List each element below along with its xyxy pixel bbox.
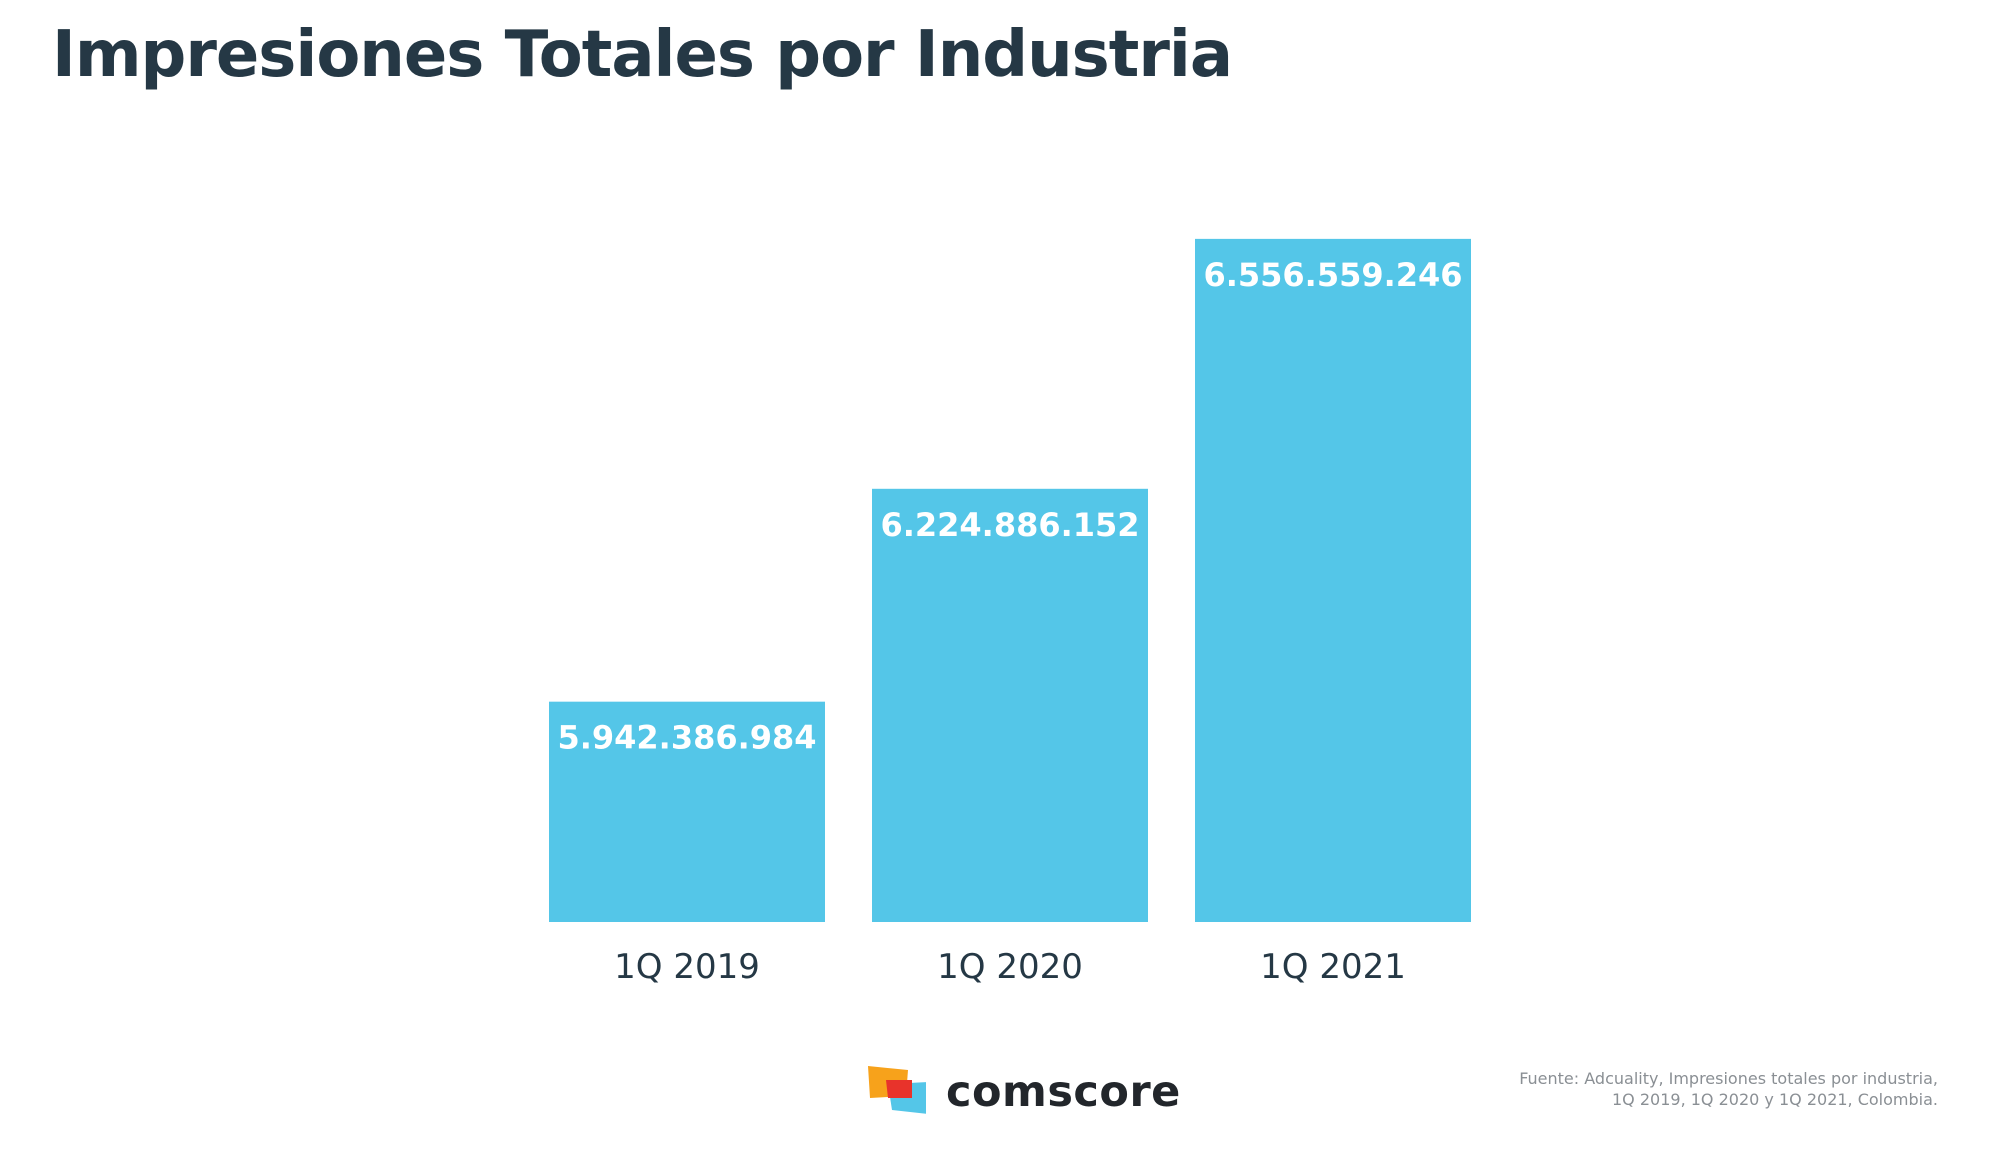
- bar-value-label-3: 6.556.559.246: [1203, 256, 1462, 294]
- comscore-logo-icon: [868, 1066, 926, 1114]
- x-tick-label-3: 1Q 2021: [1260, 947, 1406, 987]
- comscore-logo: comscore: [866, 1066, 1181, 1118]
- bar-3: [1195, 238, 1471, 923]
- x-tick-label-2: 1Q 2020: [937, 947, 1083, 987]
- source-note: Fuente: Adcuality, Impresiones totales p…: [1519, 1068, 1938, 1110]
- chart-title: Impresiones Totales por Industria: [52, 18, 1233, 92]
- comscore-wordmark: comscore: [946, 1067, 1181, 1117]
- bar-1: [549, 701, 825, 922]
- x-tick-label-1: 1Q 2019: [614, 947, 760, 987]
- bar-2: [872, 488, 1148, 922]
- bar-value-label-1: 5.942.386.984: [557, 719, 816, 757]
- bar-value-label-2: 6.224.886.152: [880, 506, 1139, 544]
- source-line-1: Fuente: Adcuality, Impresiones totales p…: [1519, 1069, 1938, 1088]
- source-line-2: 1Q 2019, 1Q 2020 y 1Q 2021, Colombia.: [1612, 1090, 1938, 1109]
